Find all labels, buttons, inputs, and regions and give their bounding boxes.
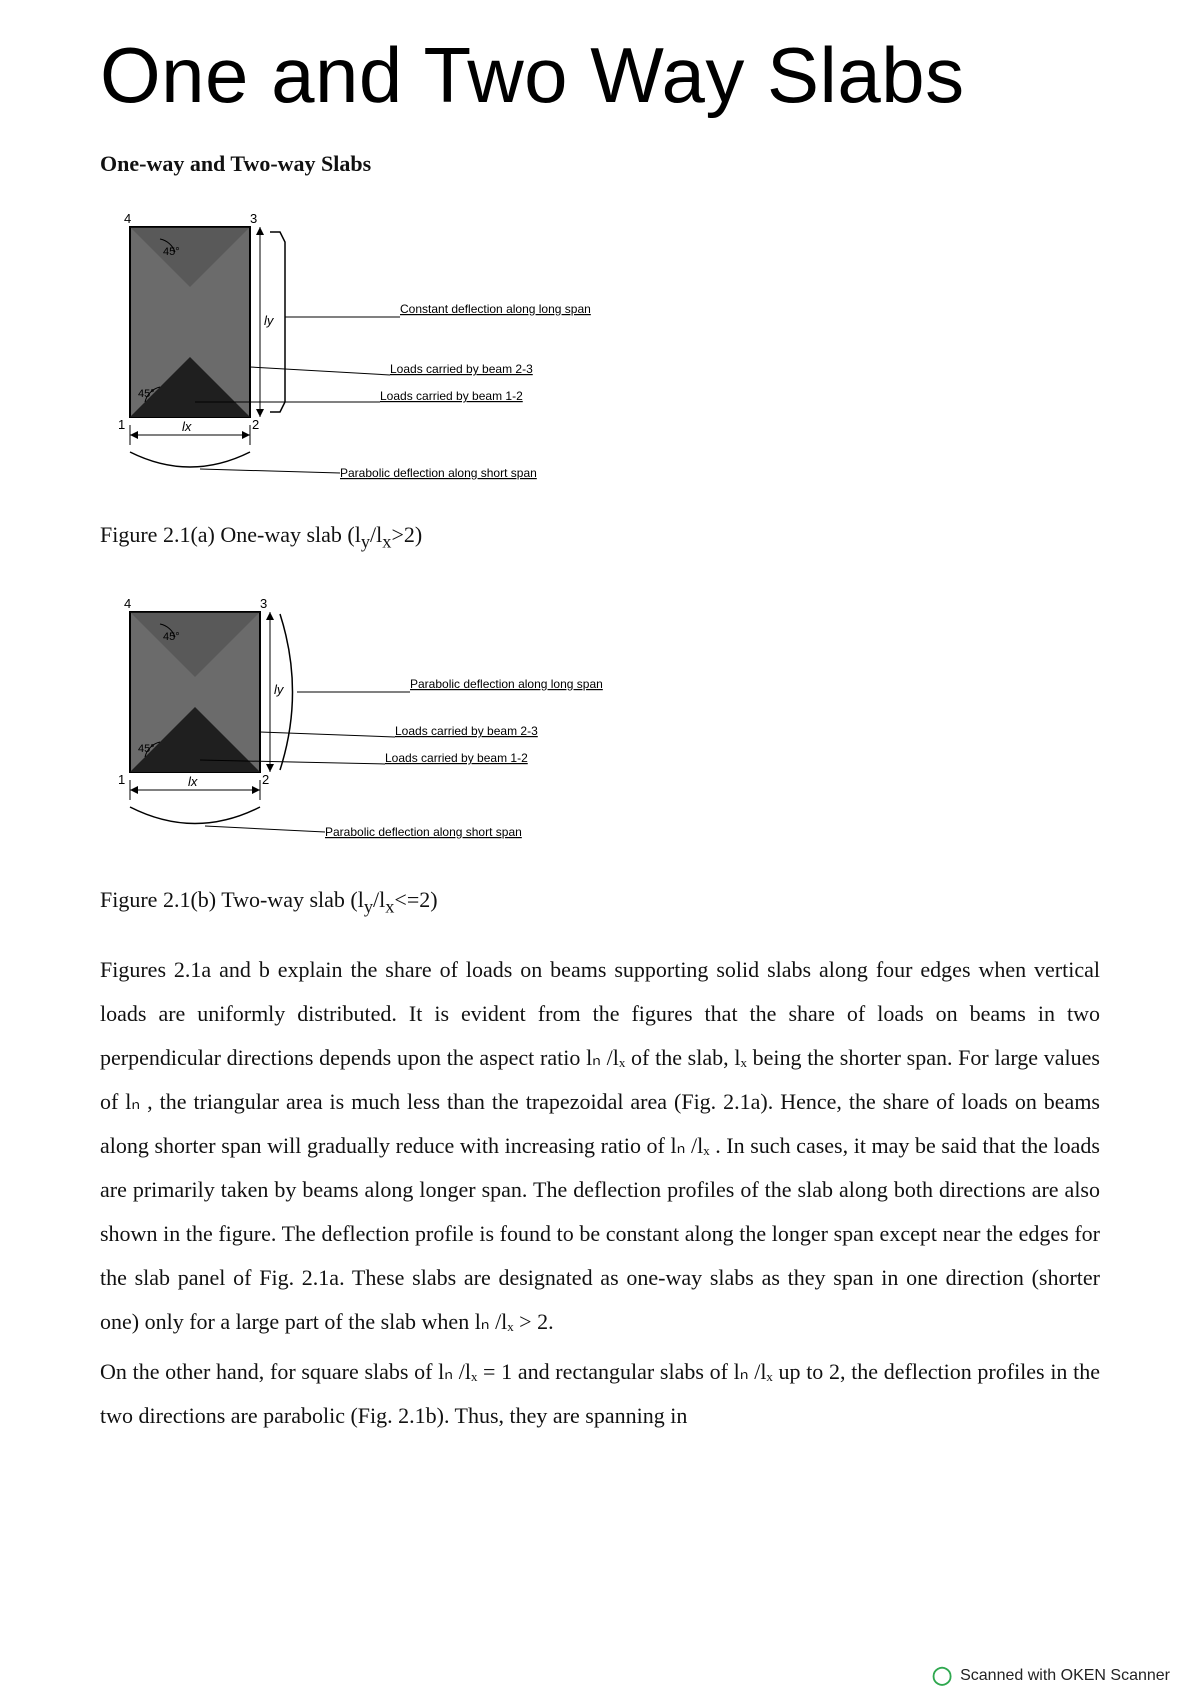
- label-beam12-b: Loads carried by beam 1-2: [385, 751, 528, 765]
- corner-1b: 1: [118, 772, 125, 787]
- angle-label-tl-b: 45°: [163, 631, 180, 643]
- scanner-badge: ◯ Scanned with OKEN Scanner: [932, 1665, 1170, 1686]
- figure-a-caption-text: Figure 2.1(a) One-way slab (ly/lx>2): [100, 522, 422, 547]
- scanner-text: Scanned with OKEN Scanner: [960, 1667, 1170, 1685]
- figure-b: 45° 45° 4 3 1 2 ly Parabolic deflection …: [100, 582, 1100, 867]
- label-parab-short: Parabolic deflection along short span: [340, 466, 537, 480]
- label-parab-long-b: Parabolic deflection along long span: [410, 677, 603, 691]
- label-beam23-b: Loads carried by beam 2-3: [395, 724, 538, 738]
- leader-beam23-b: [260, 732, 395, 737]
- angle-label-bl: 45°: [138, 388, 155, 400]
- dim-lx-arrow-r: [242, 431, 250, 439]
- label-beam23: Loads carried by beam 2-3: [390, 362, 533, 376]
- figure-a-caption: Figure 2.1(a) One-way slab (ly/lx>2): [100, 522, 1100, 552]
- paragraph-1: Figures 2.1a and b explain the share of …: [100, 948, 1100, 1344]
- corner-2: 2: [252, 417, 259, 432]
- leader-beam23: [250, 367, 390, 375]
- label-const-defl: Constant deflection along long span: [400, 302, 591, 316]
- document-page: One and Two Way Slabs One-way and Two-wa…: [0, 0, 1200, 1706]
- dim-lx-arrow-l: [130, 431, 138, 439]
- corner-2b: 2: [262, 772, 269, 787]
- dim-lx-arrow-l-b: [130, 786, 138, 794]
- dim-ly-arrow-bot: [256, 409, 264, 417]
- leader-parab: [200, 469, 340, 473]
- corner-1: 1: [118, 417, 125, 432]
- label-parab-short-b: Parabolic deflection along short span: [325, 825, 522, 839]
- dim-ly-arrow-bot-b: [266, 764, 274, 772]
- dim-lx-label-b: lx: [188, 774, 198, 789]
- figure-b-svg: 45° 45° 4 3 1 2 ly Parabolic deflection …: [100, 582, 660, 862]
- deflection-short-span-b: [130, 807, 260, 824]
- corner-4: 4: [124, 211, 131, 226]
- deflection-short-span: [130, 452, 250, 467]
- angle-label-tl: 45°: [163, 246, 180, 258]
- dim-ly-label: ly: [264, 313, 275, 328]
- label-beam12: Loads carried by beam 1-2: [380, 389, 523, 403]
- corner-3: 3: [250, 211, 257, 226]
- figure-b-caption: Figure 2.1(b) Two-way slab (ly/lx<=2): [100, 887, 1100, 917]
- figure-a-svg: 45° 45° 4 3 1 2 ly Constant deflection a…: [100, 197, 660, 497]
- dim-lx-label: lx: [182, 419, 192, 434]
- paragraph-2: On the other hand, for square slabs of l…: [100, 1350, 1100, 1438]
- section-heading: One-way and Two-way Slabs: [100, 151, 1100, 177]
- angle-label-bl-b: 45°: [138, 743, 155, 755]
- dim-ly-arrow-top-b: [266, 612, 274, 620]
- dim-lx-arrow-r-b: [252, 786, 260, 794]
- corner-3b: 3: [260, 596, 267, 611]
- corner-4b: 4: [124, 596, 131, 611]
- page-title: One and Two Way Slabs: [100, 30, 1100, 121]
- scanner-icon: ◯: [932, 1665, 952, 1686]
- figure-b-caption-text: Figure 2.1(b) Two-way slab (ly/lx<=2): [100, 887, 438, 912]
- leader-parab-short-b: [205, 826, 325, 832]
- dim-ly-label-b: ly: [274, 682, 285, 697]
- dim-ly-arrow-top: [256, 227, 264, 235]
- figure-a: 45° 45° 4 3 1 2 ly Constant deflection a…: [100, 197, 1100, 502]
